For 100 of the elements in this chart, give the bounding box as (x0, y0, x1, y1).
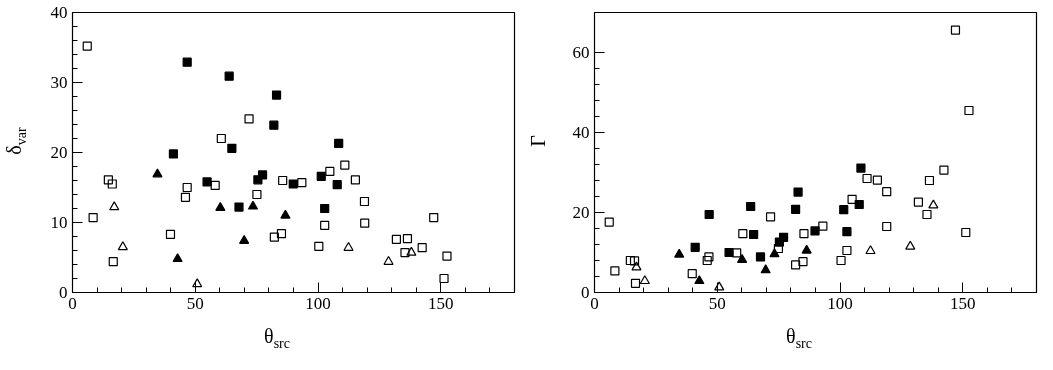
point (769, 248, 780, 258)
point (704, 209, 714, 220)
point (215, 202, 226, 211)
point (905, 240, 916, 250)
point (755, 252, 766, 262)
point (791, 204, 801, 214)
point (224, 71, 234, 81)
point (714, 281, 725, 291)
point (913, 197, 923, 207)
point (109, 201, 120, 211)
y-tick-label: 30 (50, 73, 68, 92)
point (818, 221, 828, 231)
point (674, 248, 685, 258)
point (746, 201, 756, 212)
point (882, 221, 892, 232)
point (836, 255, 846, 266)
point (961, 227, 971, 238)
y-tick-label: 40 (572, 123, 590, 142)
point (793, 187, 803, 197)
point (402, 234, 413, 244)
point (839, 205, 849, 215)
point (350, 175, 360, 185)
point (924, 175, 935, 186)
point (939, 165, 949, 175)
point (882, 187, 892, 197)
point (810, 226, 820, 236)
point (400, 248, 410, 258)
point (276, 229, 287, 239)
point (334, 138, 344, 148)
point (856, 163, 866, 173)
x-tick-label: 150 (428, 293, 454, 313)
point (108, 257, 118, 267)
point (417, 243, 427, 253)
point (610, 266, 620, 276)
point (383, 255, 394, 265)
point (865, 245, 876, 255)
point (359, 196, 370, 207)
point (429, 213, 439, 223)
point (950, 25, 961, 35)
point (625, 255, 635, 266)
point (630, 278, 641, 288)
point (760, 264, 771, 274)
point (687, 269, 697, 279)
y-tick-label: 40 (50, 3, 68, 22)
point (168, 149, 179, 159)
point (182, 182, 192, 193)
point (631, 261, 642, 271)
point (791, 260, 801, 270)
point (325, 166, 335, 176)
point (316, 171, 326, 181)
point (604, 217, 614, 227)
point (278, 175, 288, 186)
point (798, 257, 808, 267)
point (694, 275, 705, 285)
point (360, 218, 370, 228)
point (862, 173, 872, 184)
point (439, 273, 449, 284)
point (269, 120, 279, 130)
y-tick-label: 20 (572, 203, 590, 222)
point (107, 179, 117, 189)
point (314, 241, 324, 251)
point (152, 168, 163, 178)
point (343, 241, 354, 251)
point (842, 227, 852, 237)
point (202, 177, 212, 187)
y-axis-title: Γ (525, 135, 550, 147)
x-tick-label: 50 (708, 293, 726, 313)
point (320, 220, 330, 230)
x-tick-label: 50 (186, 293, 204, 313)
point (103, 175, 113, 185)
x-axis-title: θ$_{src}$ (263, 324, 291, 353)
point (182, 57, 192, 67)
point (738, 229, 748, 239)
point (280, 209, 291, 219)
y-tick-label: 10 (50, 213, 68, 232)
x-tick-label: 100 (305, 293, 331, 313)
point (732, 248, 742, 258)
point (799, 229, 809, 239)
point (247, 200, 259, 210)
point (964, 105, 974, 116)
point (88, 213, 98, 223)
point (442, 251, 452, 261)
point (216, 133, 226, 144)
point (210, 180, 220, 190)
point (244, 114, 254, 124)
point (320, 203, 330, 214)
point (332, 180, 342, 190)
point (765, 212, 776, 222)
point (180, 192, 191, 202)
point (847, 194, 857, 204)
point (288, 179, 298, 189)
x-axis-title: θ$_{src}$ (785, 324, 813, 353)
point (406, 246, 417, 256)
point (391, 234, 401, 244)
point (639, 275, 650, 285)
point (842, 245, 852, 256)
point (227, 143, 237, 153)
y-tick-label: 60 (572, 43, 590, 62)
point (234, 202, 244, 212)
point (271, 90, 282, 100)
